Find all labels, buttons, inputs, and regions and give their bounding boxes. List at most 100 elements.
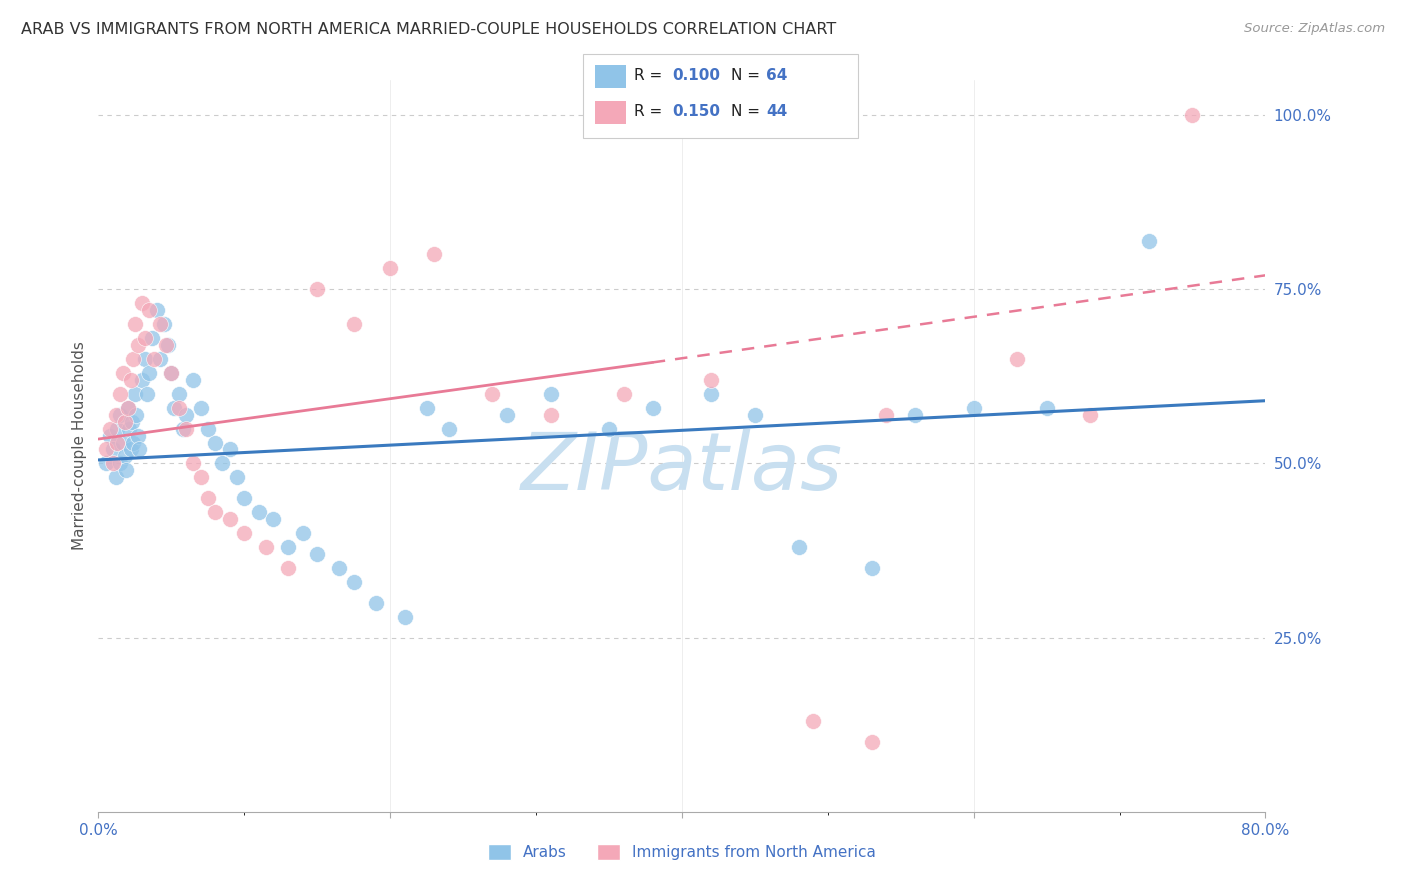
Point: [94, 442, 117, 457]
Point: [141, 331, 163, 345]
Point: [118, 421, 141, 435]
Point: [174, 421, 197, 435]
Point: [105, 421, 128, 435]
Point: [115, 463, 138, 477]
Point: [117, 401, 139, 415]
Point: [204, 435, 226, 450]
Text: N =: N =: [731, 104, 765, 119]
Point: [700, 386, 723, 401]
Point: [127, 428, 149, 442]
Point: [437, 421, 460, 435]
Point: [481, 386, 503, 401]
Point: [190, 401, 212, 415]
Point: [110, 408, 132, 422]
Point: [172, 421, 194, 435]
Point: [120, 373, 142, 387]
Point: [801, 714, 824, 728]
Point: [98, 428, 121, 442]
Text: N =: N =: [731, 69, 765, 83]
Point: [744, 408, 766, 422]
Point: [254, 540, 277, 554]
Point: [380, 261, 402, 276]
Point: [105, 435, 128, 450]
Point: [307, 547, 329, 561]
Point: [860, 735, 883, 749]
Point: [124, 386, 146, 401]
Point: [218, 442, 240, 457]
Point: [167, 386, 190, 401]
Point: [160, 366, 183, 380]
Point: [291, 526, 314, 541]
Point: [204, 505, 226, 519]
Point: [262, 512, 284, 526]
Point: [122, 351, 145, 366]
Point: [496, 408, 519, 422]
Point: [190, 470, 212, 484]
Text: Source: ZipAtlas.com: Source: ZipAtlas.com: [1244, 22, 1385, 36]
Text: 64: 64: [766, 69, 787, 83]
Point: [98, 421, 121, 435]
Point: [211, 457, 233, 471]
Point: [247, 505, 270, 519]
Point: [101, 442, 124, 457]
Point: [149, 317, 172, 331]
Point: [277, 561, 299, 575]
Point: [101, 457, 124, 471]
Point: [875, 408, 897, 422]
Point: [160, 366, 183, 380]
Text: 0.150: 0.150: [672, 104, 720, 119]
Text: 0.100: 0.100: [672, 69, 720, 83]
Point: [117, 401, 139, 415]
Point: [598, 421, 620, 435]
Point: [163, 401, 186, 415]
Point: [394, 609, 416, 624]
Point: [112, 366, 135, 380]
Point: [138, 303, 160, 318]
Y-axis label: Married-couple Households: Married-couple Households: [72, 342, 87, 550]
Point: [1080, 408, 1102, 422]
Point: [277, 540, 299, 554]
Point: [167, 401, 190, 415]
Point: [142, 351, 165, 366]
Point: [104, 470, 127, 484]
Point: [423, 247, 446, 261]
Point: [197, 491, 219, 506]
Point: [153, 317, 176, 331]
Point: [1007, 351, 1029, 366]
Point: [114, 415, 136, 429]
Point: [110, 457, 132, 471]
Point: [226, 470, 249, 484]
Point: [181, 457, 204, 471]
Point: [128, 442, 150, 457]
Point: [146, 303, 169, 318]
Point: [328, 561, 350, 575]
Point: [343, 317, 366, 331]
Text: ARAB VS IMMIGRANTS FROM NORTH AMERICA MARRIED-COUPLE HOUSEHOLDS CORRELATION CHAR: ARAB VS IMMIGRANTS FROM NORTH AMERICA MA…: [21, 22, 837, 37]
Point: [612, 386, 634, 401]
Point: [122, 435, 145, 450]
Text: R =: R =: [634, 69, 668, 83]
Point: [112, 435, 135, 450]
Point: [121, 415, 143, 429]
Point: [94, 457, 117, 471]
Point: [131, 296, 153, 310]
Point: [134, 351, 156, 366]
Point: [110, 386, 132, 401]
Point: [131, 373, 153, 387]
Point: [904, 408, 927, 422]
Point: [343, 574, 366, 589]
Point: [218, 512, 240, 526]
Point: [540, 386, 562, 401]
Text: ZIPatlas: ZIPatlas: [520, 429, 844, 507]
Point: [540, 408, 562, 422]
Point: [197, 421, 219, 435]
Point: [114, 450, 136, 464]
Point: [962, 401, 984, 415]
Point: [124, 317, 146, 331]
Point: [700, 373, 723, 387]
Point: [174, 408, 197, 422]
Point: [155, 338, 177, 352]
Point: [233, 491, 256, 506]
Point: [1137, 234, 1160, 248]
Point: [233, 526, 256, 541]
